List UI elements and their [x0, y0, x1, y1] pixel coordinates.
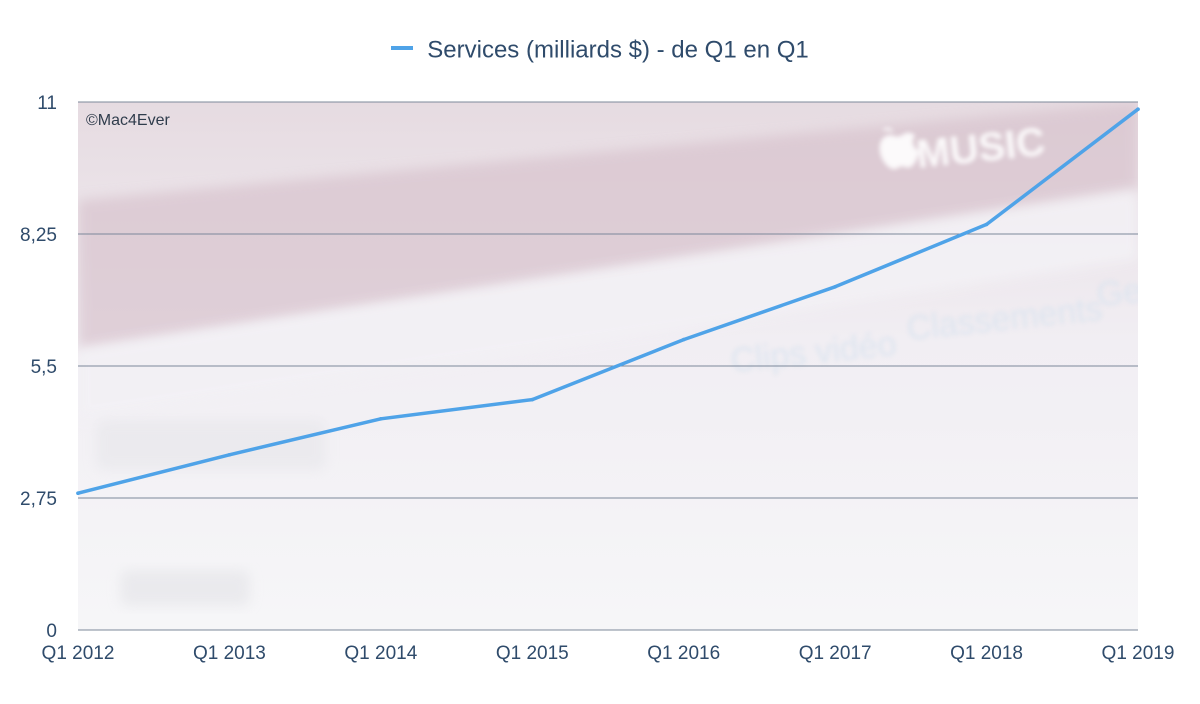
- data-point: [379, 417, 383, 421]
- y-tick-label: 0: [46, 621, 57, 642]
- data-point: [76, 491, 80, 496]
- x-tick-label: Q1 2016: [647, 643, 720, 664]
- x-tick-label: Q1 2019: [1102, 643, 1175, 664]
- x-tick-label: Q1 2013: [193, 643, 266, 664]
- series: [76, 107, 1140, 496]
- x-tick-label: Q1 2014: [344, 643, 417, 664]
- data-point: [530, 397, 535, 402]
- axes: 0 2,75 5,5 8,25 11 Q1 2012 Q1 2013 Q1 2014 Q1 20…: [20, 93, 1174, 664]
- data-point: [227, 453, 232, 457]
- x-tick-label: Q1 2017: [799, 643, 872, 664]
- x-tick-label: Q1 2018: [950, 643, 1023, 664]
- series-line-0: [76, 107, 1140, 495]
- legend-swatch: [391, 45, 414, 50]
- y-tick-label: 11: [37, 93, 57, 114]
- background-word-ge: Ge: [1095, 271, 1144, 314]
- data-point: [1136, 107, 1140, 111]
- apple-logo-icon: [879, 127, 919, 170]
- credit-watermark: ©Mac4Ever: [86, 112, 170, 129]
- y-tick-label: 2,75: [20, 489, 57, 510]
- x-tick-label: Q1 2015: [496, 643, 569, 664]
- data-point: [984, 222, 989, 227]
- x-tick-label: Q1 2012: [42, 643, 115, 664]
- y-tick-label: 8,25: [20, 225, 57, 246]
- legend-label: Services (milliards $) - de Q1 en Q1: [427, 36, 809, 64]
- data-point: [833, 285, 837, 289]
- y-tick-label: 5,5: [31, 357, 57, 378]
- legend: Services (milliards $) - de Q1 en Q1: [0, 36, 1200, 65]
- data-point: [681, 337, 686, 342]
